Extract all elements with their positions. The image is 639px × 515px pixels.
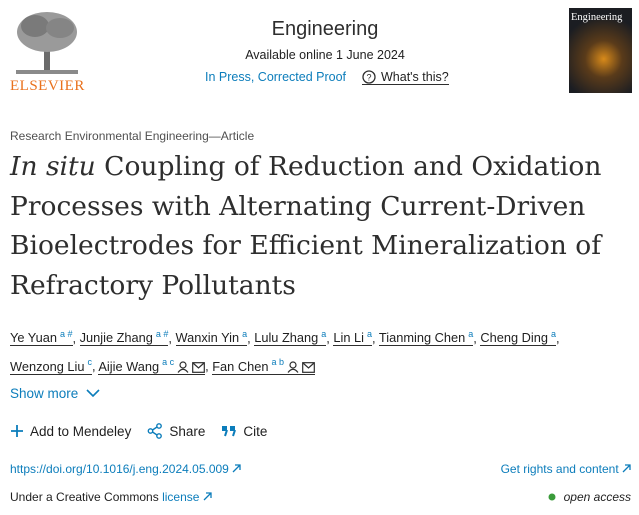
rights-link[interactable]: Get rights and content — [501, 462, 631, 476]
mail-icon — [192, 361, 206, 373]
separator: , — [205, 358, 209, 374]
show-more-text: Show more — [10, 386, 79, 401]
share-text: Share — [169, 423, 206, 439]
show-more[interactable]: Show more — [10, 386, 100, 401]
person-icon — [287, 360, 299, 373]
journal-title[interactable]: Engineering — [271, 18, 379, 40]
doi-link[interactable]: https://doi.org/10.1016/j.eng.2024.05.00… — [10, 462, 241, 476]
author[interactable]: Fan Chen a b — [212, 357, 315, 375]
author[interactable]: Lin Li a — [333, 329, 373, 347]
license-line: Under a Creative Commons license — [10, 490, 212, 504]
separator: , — [372, 330, 376, 346]
author-list: Ye Yuan a #, Junjie Zhang a #, Wanxin Yin a… — [10, 322, 632, 379]
separator: , — [555, 330, 560, 346]
author-name: Aijie Wang — [98, 358, 160, 374]
separator: , — [247, 330, 251, 346]
whats-this-text: What's this? — [381, 70, 449, 84]
author-affiliation: a — [468, 329, 474, 339]
author-affiliation: a b — [271, 357, 284, 368]
icon-part — [289, 360, 297, 369]
author-name: Cheng Ding — [480, 330, 548, 346]
svg-text:?: ? — [366, 73, 371, 83]
author-affiliation: a c — [162, 357, 175, 368]
publisher-name: ELSEVIER — [10, 78, 85, 94]
article-title: In situ Coupling of Reduction and Oxidat… — [10, 147, 635, 305]
status-link[interactable]: In Press, Corrected Proof — [205, 70, 347, 84]
whats-this[interactable]: ? What's this? — [362, 70, 449, 85]
author-name: Tianming Chen — [378, 330, 466, 346]
author[interactable]: Cheng Ding a — [480, 329, 556, 347]
open-access-text: open access — [563, 490, 631, 504]
journal-cover[interactable]: Engineering — [569, 8, 632, 93]
author[interactable]: Aijie Wang a c — [98, 357, 206, 375]
icon-part — [302, 362, 315, 369]
author-name: Fan Chen — [212, 358, 269, 374]
cover-title: Engineering — [571, 12, 623, 23]
separator: , — [168, 330, 172, 346]
author[interactable]: Ye Yuan a # — [10, 329, 73, 347]
author-name: Junjie Zhang — [79, 330, 153, 346]
author-name: Wanxin Yin — [175, 330, 240, 346]
author-affiliation: a — [367, 329, 373, 339]
icon-part — [179, 360, 187, 369]
article-type: Research Environmental Engineering—Artic… — [10, 129, 255, 143]
icon-part — [302, 361, 315, 373]
mendeley-button[interactable]: Add to Mendeley — [10, 424, 131, 439]
rights-text: Get rights and content — [500, 462, 619, 476]
icon-part — [177, 368, 189, 373]
author-affiliation: a # — [155, 329, 169, 339]
icon-part — [192, 361, 206, 373]
help-icon: ? — [362, 70, 376, 84]
title-italic: In situ — [10, 151, 96, 182]
chevron — [86, 389, 100, 398]
cite-button[interactable]: Cite — [221, 424, 267, 439]
plus-icon — [11, 425, 23, 437]
author-name: Lin Li — [333, 330, 365, 346]
icon-part — [287, 368, 299, 373]
mendeley-text: Add to Mendeley — [30, 423, 132, 439]
person-icon — [177, 360, 189, 373]
author[interactable]: Tianming Chen a — [378, 329, 474, 347]
icon-part — [192, 362, 205, 369]
cite-text: Cite — [243, 423, 268, 439]
author-affiliation: c — [87, 357, 92, 368]
oa-dot — [548, 493, 556, 501]
license-link[interactable]: license — [162, 490, 200, 504]
open-access: open access — [548, 490, 631, 504]
title-rest: Coupling of Reduction and Oxidation Proc… — [10, 151, 602, 301]
available-date: Available online 1 June 2024 — [245, 48, 405, 62]
author-name: Wenzong Liu — [10, 358, 85, 374]
author-affiliation: a # — [59, 329, 73, 339]
mail-icon — [302, 361, 315, 373]
separator: , — [72, 330, 77, 346]
author[interactable]: Wenzong Liu c — [10, 357, 92, 375]
license-text: Under a Creative Commons — [10, 490, 159, 504]
publisher-logo — [16, 12, 78, 74]
author-name: Lulu Zhang — [254, 330, 319, 346]
author-name: Ye Yuan — [10, 330, 57, 346]
arrow-icon — [203, 492, 212, 501]
separator: , — [326, 330, 330, 346]
separator: , — [473, 330, 477, 346]
author[interactable]: Wanxin Yin a — [175, 329, 248, 347]
author-affiliation: a — [321, 329, 327, 339]
separator: , — [91, 358, 96, 374]
quote-icon — [222, 426, 237, 437]
author[interactable]: Lulu Zhang a — [254, 329, 327, 347]
share-icon — [147, 423, 163, 439]
arrow-icon — [232, 464, 241, 473]
actions: Add to Mendeley Share Cite — [10, 423, 267, 439]
arrow-icon — [622, 464, 631, 473]
doi-text: https://doi.org/10.1016/j.eng.2024.05.00… — [10, 462, 229, 476]
share-button[interactable]: Share — [147, 423, 205, 439]
author-affiliation: a — [550, 329, 556, 339]
author-affiliation: a — [242, 329, 248, 339]
author[interactable]: Junjie Zhang a # — [79, 329, 169, 347]
